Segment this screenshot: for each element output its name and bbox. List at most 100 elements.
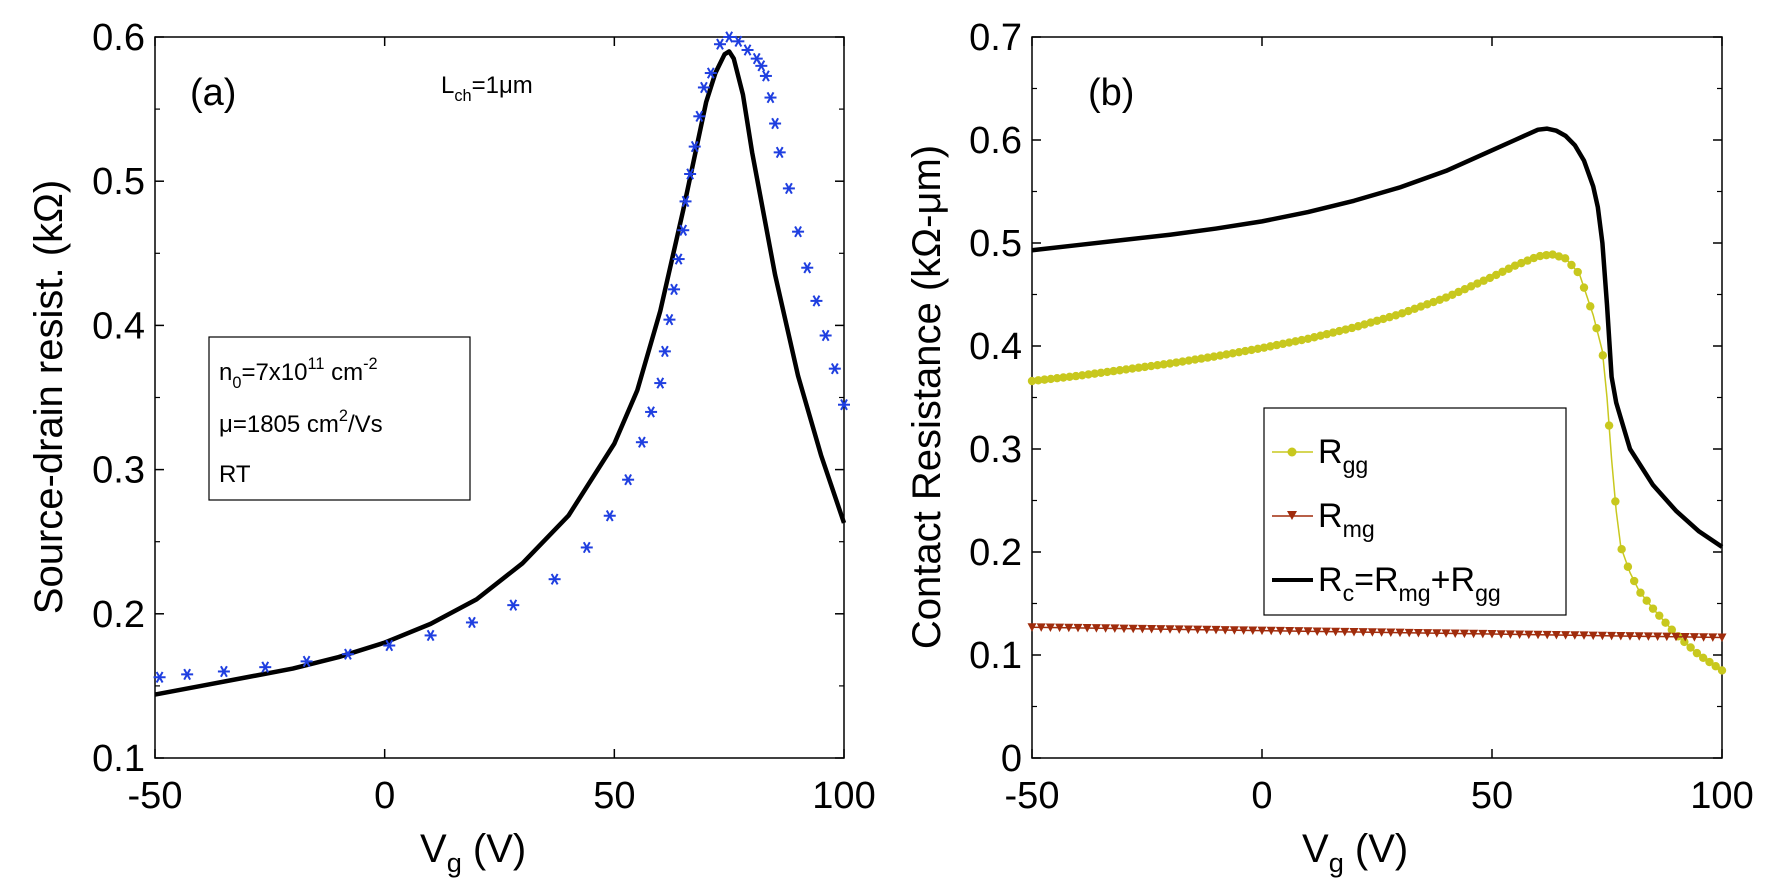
- rmg-marker: [1119, 624, 1129, 634]
- rmg-marker: [1542, 630, 1552, 640]
- rgg-marker: [1705, 657, 1714, 667]
- panel-b-label: (b): [1088, 72, 1134, 114]
- rmg-marker: [1367, 628, 1377, 637]
- rmg-marker: [1432, 629, 1442, 638]
- rmg-marker: [1459, 629, 1469, 639]
- rgg-marker: [1680, 637, 1689, 647]
- data-point-asterisk: [424, 629, 437, 642]
- data-point-asterisk: [465, 616, 478, 629]
- rmg-marker: [1441, 629, 1451, 638]
- panel-b-x-axis-title: Vg (V): [1302, 827, 1408, 878]
- data-point-asterisk: [688, 140, 701, 153]
- rgg-marker: [1178, 357, 1187, 366]
- rgg-marker: [1328, 328, 1338, 337]
- data-point-asterisk: [181, 668, 194, 681]
- data-point-asterisk: [759, 70, 772, 82]
- rgg-marker: [1535, 251, 1545, 261]
- rgg-marker: [1316, 331, 1325, 340]
- rgg-marker: [1310, 333, 1319, 342]
- rmg-marker: [1294, 627, 1304, 636]
- rmg-marker: [1671, 632, 1681, 642]
- rmg-marker: [1110, 624, 1120, 633]
- rgg-marker: [1485, 273, 1495, 283]
- rmg-marker: [1229, 626, 1239, 635]
- rgg-marker: [1209, 352, 1219, 361]
- rmg-marker: [1147, 624, 1157, 634]
- rgg-marker: [1203, 353, 1212, 362]
- data-point-asterisk: [507, 599, 520, 611]
- series-line-rmg: [1031, 626, 1723, 639]
- rmg-marker: [1220, 626, 1230, 635]
- data-point-asterisk: [773, 146, 786, 159]
- rgg-marker: [1692, 648, 1702, 658]
- rmg-marker: [1027, 623, 1037, 632]
- y-tick-label: 0.5: [969, 223, 1022, 265]
- data-point-asterisk: [668, 283, 681, 296]
- rgg-marker: [1128, 364, 1137, 373]
- data-point-asterisk: [704, 67, 717, 79]
- rgg-marker: [1059, 373, 1068, 382]
- rgg-marker: [1567, 260, 1576, 270]
- rgg-marker: [1542, 250, 1551, 260]
- rgg-marker: [1592, 324, 1601, 333]
- x-tick-label: 0: [1251, 775, 1272, 817]
- rgg-marker: [1586, 302, 1595, 311]
- data-point-asterisk: [713, 38, 726, 50]
- data-point-asterisk: [810, 295, 823, 307]
- data-point-asterisk: [259, 661, 272, 673]
- rgg-marker: [1629, 576, 1639, 586]
- data-point-asterisk: [341, 648, 354, 660]
- rmg-marker: [1579, 631, 1589, 640]
- rmg-marker: [1404, 628, 1414, 638]
- data-point-asterisk: [645, 406, 658, 418]
- y-tick-label: 0.7: [969, 17, 1022, 59]
- temperature-label: RT: [219, 461, 251, 488]
- rgg-marker: [1096, 368, 1106, 377]
- rgg-marker: [1228, 349, 1237, 358]
- legend: Rgg Rmg Rc=Rmg+Rgg: [1263, 407, 1567, 616]
- rmg-marker: [1625, 632, 1635, 641]
- data-point-asterisk: [663, 313, 676, 326]
- y-tick-label: 0.2: [969, 532, 1022, 574]
- rmg-marker: [1137, 624, 1147, 634]
- rmg-marker: [1082, 624, 1092, 633]
- rgg-marker: [1134, 363, 1143, 372]
- rgg-marker: [1598, 351, 1608, 360]
- rgg-marker: [1460, 284, 1470, 294]
- rgg-marker: [1341, 325, 1350, 334]
- rgg-marker: [1717, 666, 1727, 675]
- panel-b-y-axis-title: Contact Resistance (kΩ-μm): [905, 145, 949, 649]
- rmg-marker: [1165, 625, 1175, 634]
- y-tick-label: 0: [1001, 738, 1022, 780]
- data-point-asterisk: [764, 91, 777, 104]
- rmg-marker: [1680, 632, 1690, 642]
- rgg-marker: [1090, 369, 1099, 378]
- rmg-marker: [1469, 629, 1479, 639]
- panel-a-label: (a): [190, 72, 236, 114]
- rgg-marker: [1027, 376, 1037, 386]
- rmg-marker: [1073, 623, 1083, 633]
- rgg-marker: [1491, 270, 1501, 280]
- rgg-marker: [1611, 497, 1620, 506]
- mobility-label: μ=1805 cm2/Vs: [219, 407, 383, 438]
- rgg-marker: [1103, 367, 1112, 377]
- rmg-marker: [1331, 627, 1341, 637]
- rgg-marker: [1197, 354, 1206, 363]
- rgg-marker: [1215, 351, 1225, 360]
- parameter-box: n0=7x1011 cm-2 μ=1805 cm2/Vs RT: [208, 336, 471, 501]
- rmg-marker: [1450, 629, 1460, 639]
- rgg-marker: [1473, 279, 1482, 288]
- panel-a-tick-labels: -50 0 50 100 0.1 0.2 0.3 0.4 0.5 0.6: [92, 17, 876, 817]
- legend-label-rc: Rc=Rmg+Rgg: [1318, 561, 1501, 606]
- data-point-asterisk: [153, 671, 166, 683]
- rmg-marker: [1699, 633, 1709, 642]
- rgg-marker: [1642, 596, 1651, 605]
- rgg-marker: [1711, 662, 1720, 671]
- rgg-marker: [1667, 625, 1677, 634]
- data-point-asterisk: [697, 81, 710, 94]
- data-point-asterisk: [792, 225, 805, 238]
- data-point-asterisk: [300, 655, 313, 668]
- rmg-marker: [1064, 623, 1074, 633]
- rmg-marker: [1533, 630, 1543, 640]
